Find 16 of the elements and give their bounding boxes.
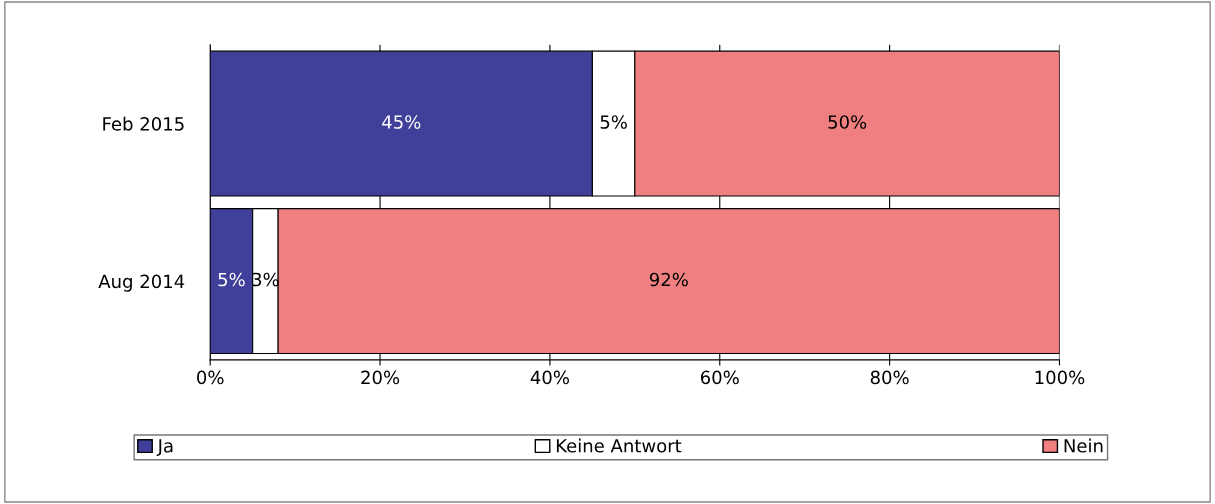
data-label: 5% [600, 115, 627, 129]
legend-label: Keine Antwort [556, 438, 682, 453]
data-label: 92% [649, 272, 688, 287]
legend-label: Ja [156, 439, 173, 456]
x-tick-label: 100% [1035, 370, 1085, 385]
x-tick-label: 40% [530, 370, 569, 385]
data-label: 50% [828, 115, 867, 129]
x-tick-label: 60% [700, 370, 739, 385]
x-tick-label: 80% [870, 370, 909, 385]
data-label: 45% [382, 115, 421, 129]
data-label: 5% [218, 272, 245, 287]
x-tick-label: 0% [197, 370, 224, 385]
y-tick-label: Aug 2014 [98, 274, 185, 292]
x-tick-label: 20% [361, 370, 400, 385]
y-tick-label: Feb 2015 [103, 116, 184, 131]
legend-label: Nein [1064, 438, 1103, 453]
